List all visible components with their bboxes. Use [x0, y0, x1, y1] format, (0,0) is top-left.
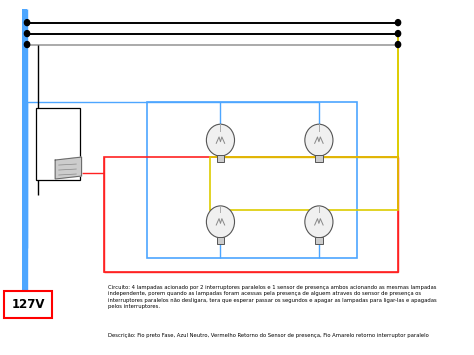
- Bar: [36, 108, 80, 180]
- Bar: [22, 9, 27, 312]
- Bar: [315, 237, 323, 244]
- Circle shape: [206, 124, 235, 156]
- Bar: [217, 155, 224, 162]
- Polygon shape: [55, 157, 82, 179]
- Bar: [147, 102, 357, 258]
- Text: 127V: 127V: [11, 298, 45, 311]
- FancyBboxPatch shape: [4, 290, 52, 318]
- Circle shape: [25, 31, 30, 37]
- Circle shape: [25, 20, 30, 26]
- Circle shape: [25, 42, 30, 48]
- Text: Circuito: 4 lampadas acionado por 2 interruptores paralelos e 1 sensor de presen: Circuito: 4 lampadas acionado por 2 inte…: [108, 285, 437, 309]
- Circle shape: [206, 206, 235, 238]
- Text: Descrição: Fio preto Fase, Azul Neutro, Vermelho Retorno do Sensor de presença, : Descrição: Fio preto Fase, Azul Neutro, …: [108, 333, 428, 338]
- Bar: [217, 237, 224, 244]
- Bar: [210, 157, 398, 210]
- Circle shape: [305, 124, 333, 156]
- Circle shape: [305, 206, 333, 238]
- Bar: [315, 155, 323, 162]
- Circle shape: [395, 20, 401, 26]
- Circle shape: [395, 31, 401, 37]
- Circle shape: [395, 42, 401, 48]
- Bar: [104, 157, 398, 272]
